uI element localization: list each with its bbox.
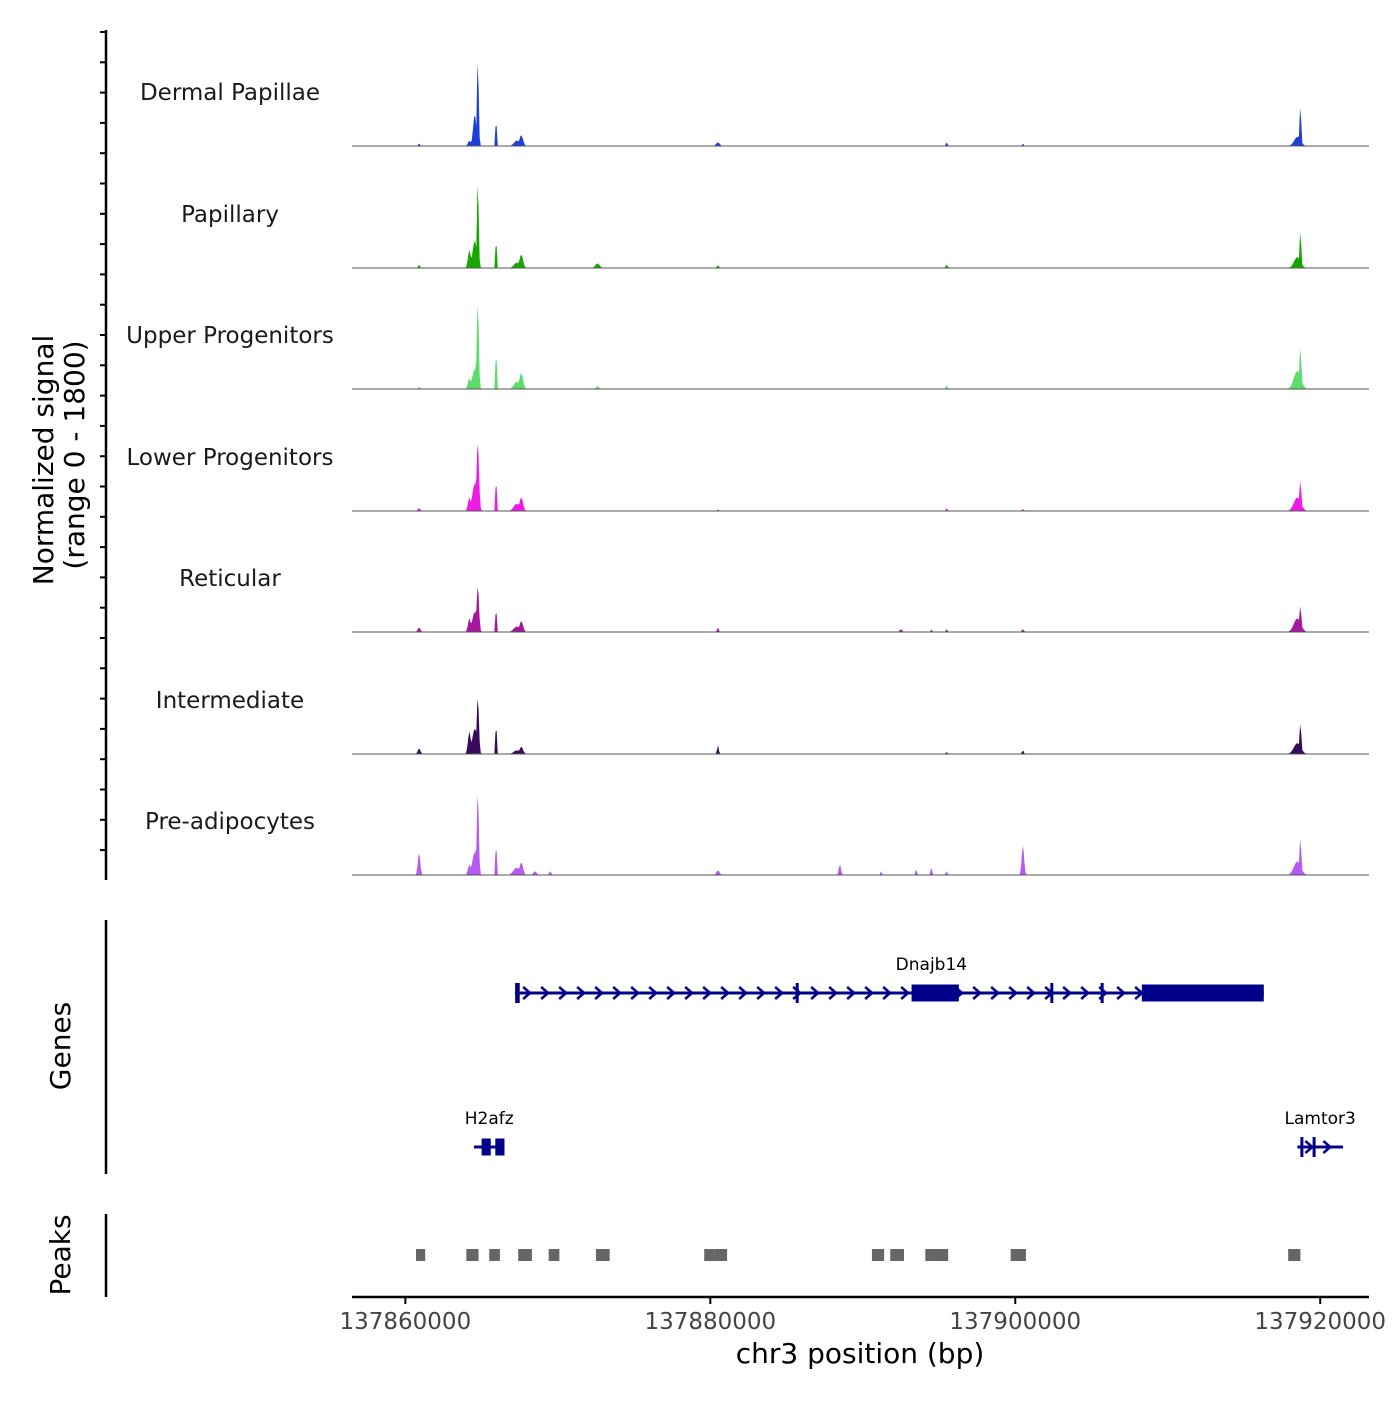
strand-arrow — [1062, 986, 1073, 1000]
strand-arrow — [522, 986, 533, 1000]
gene-label: Dnajb14 — [896, 955, 967, 975]
strand-arrow — [756, 986, 767, 1000]
strand-arrow — [738, 986, 749, 1000]
strand-arrow — [990, 986, 1001, 1000]
strand-arrow — [648, 986, 659, 1000]
strand-arrow — [666, 986, 677, 1000]
track-label: Upper Progenitors — [126, 323, 334, 349]
peaks-panel — [104, 1214, 1301, 1297]
strand-arrow — [684, 986, 695, 1000]
gene-exon — [1300, 1137, 1304, 1157]
gene-exon — [1141, 984, 1264, 1002]
strand-arrow — [828, 986, 839, 1000]
gene-h2afz: H2afz — [465, 1109, 514, 1156]
x-axis: 137860000 137880000 137900000 137920000 — [340, 1295, 1386, 1335]
strand-arrow — [594, 986, 605, 1000]
x-tick-label: 137920000 — [1254, 1309, 1386, 1335]
peak-region — [890, 1249, 904, 1261]
strand-arrow — [576, 986, 587, 1000]
peak-region — [925, 1249, 935, 1261]
strand-arrow — [1322, 1140, 1333, 1154]
track-upper-progenitors: Upper Progenitors — [126, 305, 1369, 390]
track-papillary: Papillary — [181, 185, 1369, 269]
peak-region — [489, 1249, 500, 1261]
strand-arrow — [810, 986, 821, 1000]
track-label: Pre-adipocytes — [145, 809, 315, 835]
peak-region — [518, 1249, 532, 1261]
track-label: Lower Progenitors — [127, 445, 334, 471]
strand-arrow — [1304, 1140, 1315, 1154]
genes-panel-label: Genes — [44, 1002, 77, 1090]
peak-region — [548, 1249, 560, 1261]
strand-arrow — [1116, 986, 1127, 1000]
peak-region — [704, 1249, 715, 1261]
genes-panel: Dnajb14 H2afz Lamtor3 — [104, 920, 1356, 1174]
x-tick-label: 137860000 — [340, 1309, 472, 1335]
signal-area — [352, 305, 1369, 389]
strand-arrow — [540, 986, 551, 1000]
strand-arrow — [558, 986, 569, 1000]
signal-axis — [100, 30, 108, 880]
x-tick-label: 137880000 — [644, 1309, 776, 1335]
strand-arrow — [612, 986, 623, 1000]
track-label: Reticular — [179, 566, 281, 592]
gene-exon — [515, 983, 520, 1003]
strand-arrow — [972, 986, 983, 1000]
signal-area — [352, 443, 1369, 511]
track-reticular: Reticular — [179, 566, 1369, 633]
strand-arrow — [1080, 986, 1091, 1000]
track-pre-adipocytes: Pre-adipocytes — [145, 795, 1369, 876]
track-label: Dermal Papillae — [140, 80, 320, 106]
strand-arrow — [1026, 986, 1037, 1000]
peak-region — [934, 1249, 949, 1261]
gene-exon — [481, 1138, 491, 1156]
signal-area — [352, 795, 1369, 875]
x-tick-label: 137900000 — [949, 1309, 1081, 1335]
gene-exon — [495, 1138, 505, 1156]
signal-area — [352, 698, 1369, 754]
strand-arrow — [702, 986, 713, 1000]
gene-exon — [1100, 983, 1104, 1003]
signal-area — [352, 63, 1369, 146]
x-axis-label: chr3 position (bp) — [736, 1337, 985, 1370]
track-dermal-papillae: Dermal Papillae — [140, 63, 1369, 147]
strand-arrow — [864, 986, 875, 1000]
gene-exon — [911, 984, 959, 1002]
y-axis-label-line2: (range 0 - 1800) — [58, 340, 91, 569]
gene-label: H2afz — [465, 1109, 514, 1129]
strand-arrow — [720, 986, 731, 1000]
gene-dnajb14: Dnajb14 — [515, 955, 1264, 1003]
strand-arrow — [630, 986, 641, 1000]
peaks-panel-label: Peaks — [44, 1214, 77, 1295]
peak-region — [871, 1249, 885, 1261]
signal-tracks: Dermal Papillae Papillary Upper Progenitor… — [126, 63, 1369, 876]
strand-arrow — [792, 986, 803, 1000]
track-label: Intermediate — [156, 688, 304, 714]
y-axis-label-line1: Normalized signal — [27, 335, 60, 586]
strand-arrow — [774, 986, 785, 1000]
peak-region — [714, 1249, 728, 1261]
gene-exon — [795, 983, 799, 1003]
strand-arrow — [900, 986, 911, 1000]
strand-arrow — [882, 986, 893, 1000]
peak-region — [1288, 1249, 1301, 1261]
track-lower-progenitors: Lower Progenitors — [127, 443, 1369, 512]
gene-exon — [1312, 1137, 1316, 1157]
gene-lamtor3: Lamtor3 — [1285, 1109, 1356, 1157]
strand-arrow — [1008, 986, 1019, 1000]
peak-region — [466, 1249, 479, 1261]
peak-region — [1010, 1249, 1026, 1261]
gene-label: Lamtor3 — [1285, 1109, 1356, 1129]
track-intermediate: Intermediate — [156, 688, 1369, 755]
peak-region — [416, 1249, 426, 1261]
track-label: Papillary — [181, 202, 279, 228]
gene-exon — [1050, 983, 1054, 1003]
strand-arrow — [846, 986, 857, 1000]
signal-area — [352, 587, 1369, 632]
signal-area — [352, 185, 1369, 268]
peak-region — [595, 1249, 610, 1261]
